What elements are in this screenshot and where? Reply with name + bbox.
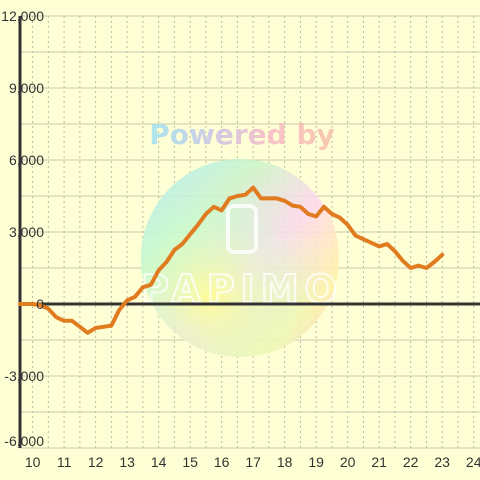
x-tick-label: 11 bbox=[57, 454, 72, 470]
y-tick-label: 3,000 bbox=[9, 224, 44, 240]
series-layer bbox=[18, 185, 445, 335]
x-tick-label: 14 bbox=[151, 454, 167, 470]
watermark-phone-icon bbox=[226, 204, 258, 254]
y-tick-label: 0 bbox=[36, 296, 44, 312]
series-line bbox=[18, 185, 445, 335]
watermark-circle-glow bbox=[141, 159, 339, 357]
y-tick-label: 6,000 bbox=[9, 152, 44, 168]
y-tick-label: -6,000 bbox=[4, 433, 44, 449]
watermark-powered-by: Powered by bbox=[149, 118, 335, 151]
x-tick-label: 16 bbox=[214, 454, 230, 470]
x-tick-label: 20 bbox=[340, 454, 356, 470]
tick-labels: -6,000 -3,000 0 3,000 6,000 9,000 12,000 10 11 12… bbox=[1, 8, 480, 470]
x-tick-label: 10 bbox=[25, 454, 41, 470]
axes bbox=[18, 16, 480, 448]
x-tick-label: 22 bbox=[403, 454, 419, 470]
y-tick-label: 12,000 bbox=[1, 8, 44, 24]
x-tick-label: 12 bbox=[88, 454, 104, 470]
y-tick-label: 9,000 bbox=[9, 80, 44, 96]
x-tick-label: 21 bbox=[371, 454, 387, 470]
watermark: Powered by PAPIMO bbox=[140, 118, 339, 357]
x-tick-label: 17 bbox=[245, 454, 261, 470]
x-tick-label: 18 bbox=[277, 454, 293, 470]
x-tick-label: 24 bbox=[466, 454, 480, 470]
x-tick-label: 23 bbox=[434, 454, 450, 470]
x-tick-label: 15 bbox=[182, 454, 198, 470]
x-tick-label: 19 bbox=[308, 454, 324, 470]
x-tick-label: 13 bbox=[119, 454, 135, 470]
y-tick-label: -3,000 bbox=[4, 368, 44, 384]
